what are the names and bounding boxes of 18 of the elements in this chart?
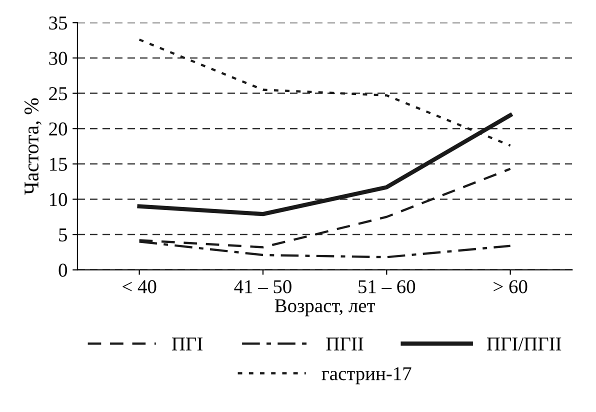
x-tick-label: 41 – 50 <box>234 280 292 294</box>
x-tick-label: > 60 <box>494 280 528 294</box>
legend-label: ПГI <box>172 338 203 350</box>
y-tick-label: 5 <box>59 228 67 242</box>
x-tick-label: 51 – 60 <box>358 280 416 294</box>
x-axis-title: Возраст, лет <box>274 299 376 316</box>
y-tick-label: 0 <box>58 264 68 277</box>
legend-label: ПГI/ПГII <box>486 338 562 351</box>
legend-label: гастрин-17 <box>322 367 412 384</box>
y-tick-label: 35 <box>49 16 67 30</box>
y-tick-label: 30 <box>49 52 68 65</box>
x-tick-label: < 40 <box>122 280 156 294</box>
y-tick-label: 25 <box>49 87 67 100</box>
legend-label: ПГII <box>326 338 364 350</box>
y-tick-label: 20 <box>49 122 68 136</box>
y-tick-label: 10 <box>50 193 68 206</box>
y-axis-title: Частота, % <box>24 98 42 195</box>
y-tick-label: 15 <box>50 158 67 171</box>
